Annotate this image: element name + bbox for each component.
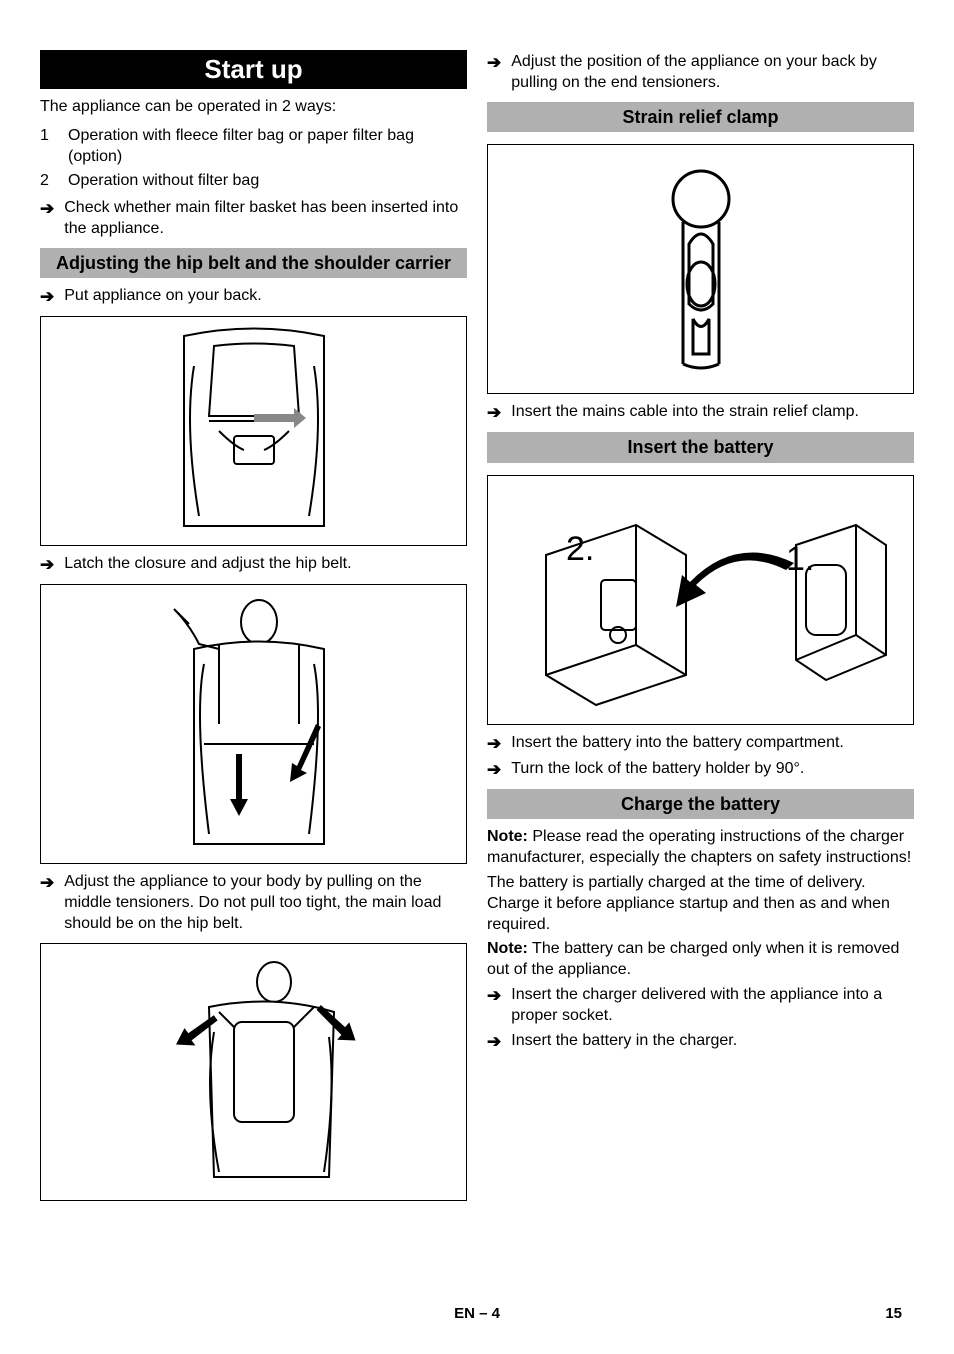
list-item: 2 Operation without filter bag (40, 169, 467, 194)
note-label: Note: (487, 940, 528, 957)
arrow-icon: ➔ (40, 198, 54, 240)
instruction-text: Adjust the position of the appliance on … (511, 52, 914, 94)
intro-text: The appliance can be operated in 2 ways: (40, 97, 467, 118)
list-item: 1 Operation with fleece filter bag or pa… (40, 124, 467, 170)
instruction-text: Insert the mains cable into the strain r… (511, 402, 859, 424)
figure-strain-clamp (487, 144, 914, 394)
heading-insert-battery: Insert the battery (487, 432, 914, 463)
note-paragraph: Note: The battery can be charged only wh… (487, 939, 914, 981)
figure-shoulder-strap (40, 584, 467, 864)
arrow-icon: ➔ (40, 872, 54, 934)
instruction-text: Check whether main filter basket has bee… (64, 198, 467, 240)
instruction-text: Turn the lock of the battery holder by 9… (511, 759, 804, 781)
instruction-item: ➔ Turn the lock of the battery holder by… (487, 757, 914, 783)
instruction-item: ➔ Insert the mains cable into the strain… (487, 400, 914, 426)
instruction-text: Put appliance on your back. (64, 286, 261, 308)
list-text: Operation with fleece filter bag or pape… (68, 126, 467, 168)
instruction-text: Insert the charger delivered with the ap… (511, 985, 914, 1027)
instruction-item: ➔ Latch the closure and adjust the hip b… (40, 552, 467, 578)
arrow-icon: ➔ (487, 1031, 501, 1053)
page-footer-center: EN – 4 (0, 1305, 954, 1322)
arrow-icon: ➔ (40, 286, 54, 308)
list-number: 2 (40, 171, 54, 192)
instruction-item: ➔ Adjust the appliance to your body by p… (40, 870, 467, 936)
arrow-icon: ➔ (487, 985, 501, 1027)
instruction-text: Insert the battery into the battery comp… (511, 733, 844, 755)
instruction-item: ➔ Check whether main filter basket has b… (40, 196, 467, 242)
note-text: The battery can be charged only when it … (487, 940, 899, 978)
instruction-item: ➔ Insert the charger delivered with the … (487, 983, 914, 1029)
arrow-icon: ➔ (487, 402, 501, 424)
list-text: Operation without filter bag (68, 171, 259, 192)
list-number: 1 (40, 126, 54, 168)
arrow-icon: ➔ (487, 759, 501, 781)
figure-insert-battery: 2. 1. (487, 475, 914, 725)
note-paragraph: Note: Please read the operating instruct… (487, 827, 914, 869)
page-footer-number: 15 (885, 1305, 902, 1322)
body-text: The battery is partially charged at the … (487, 873, 914, 935)
instruction-text: Latch the closure and adjust the hip bel… (64, 554, 351, 576)
figure-hip-belt (40, 316, 467, 546)
operation-list: 1 Operation with fleece filter bag or pa… (40, 124, 467, 194)
heading-startup: Start up (40, 50, 467, 89)
arrow-icon: ➔ (40, 554, 54, 576)
instruction-text: Adjust the appliance to your body by pul… (64, 872, 467, 934)
left-column: Start up The appliance can be operated i… (40, 50, 467, 1324)
arrow-icon: ➔ (487, 733, 501, 755)
note-label: Note: (487, 828, 528, 845)
instruction-item: ➔ Put appliance on your back. (40, 284, 467, 310)
figure-label-two: 2. (566, 530, 594, 568)
right-column: ➔ Adjust the position of the appliance o… (487, 50, 914, 1324)
arrow-icon: ➔ (487, 52, 501, 94)
heading-charge-battery: Charge the battery (487, 789, 914, 820)
note-text: Please read the operating instructions o… (487, 828, 911, 866)
figure-label-one: 1. (786, 540, 814, 578)
instruction-item: ➔ Insert the battery in the charger. (487, 1029, 914, 1055)
instruction-item: ➔ Insert the battery into the battery co… (487, 731, 914, 757)
heading-strain-relief: Strain relief clamp (487, 102, 914, 133)
instruction-text: Insert the battery in the charger. (511, 1031, 737, 1053)
figure-end-tensioners (40, 943, 467, 1201)
instruction-item: ➔ Adjust the position of the appliance o… (487, 50, 914, 96)
heading-adjust-belt: Adjusting the hip belt and the shoulder … (40, 248, 467, 279)
